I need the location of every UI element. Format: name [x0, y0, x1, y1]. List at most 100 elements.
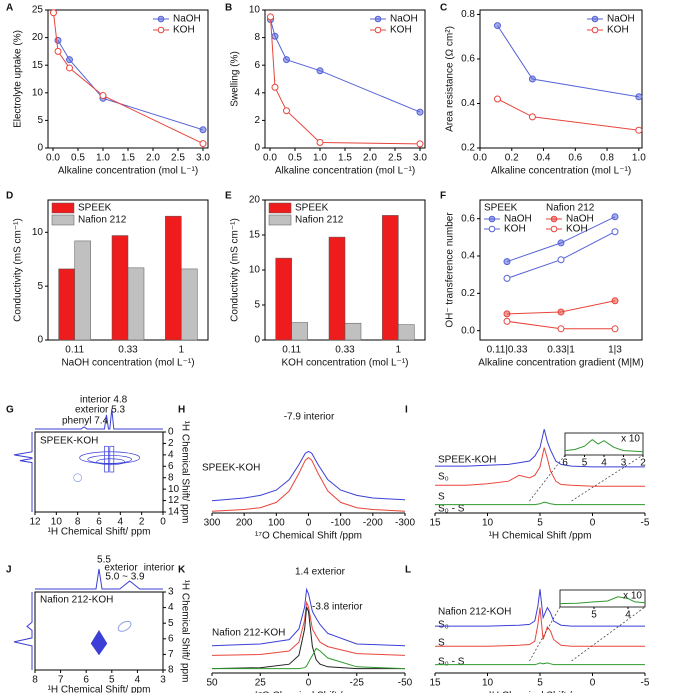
bar: [58, 268, 75, 341]
panel-label: L: [405, 565, 411, 576]
x-axis-label: ¹H Chemical Shift/ ppm: [48, 527, 151, 538]
y-tick-label: 20: [32, 32, 44, 43]
x-tick-label: 0.2: [505, 153, 519, 164]
inset-tick-label: 5: [582, 458, 588, 469]
projection-top: [35, 568, 163, 590]
x-tick-label: 0: [590, 678, 596, 689]
marker: [611, 213, 619, 221]
plot-frame: [479, 9, 643, 149]
marker: [503, 274, 511, 282]
x-tick-label: 1|3: [608, 345, 622, 356]
x-axis-label: Alkaline concentration (mol L⁻¹): [491, 166, 631, 177]
x-tick-label: 4: [135, 675, 141, 686]
legend-label: Nafion 212: [295, 215, 344, 226]
annotation: S: [438, 638, 445, 649]
x-tick-label: -5: [641, 678, 650, 689]
bar: [111, 235, 129, 341]
annotation: exterior 5.3: [75, 405, 125, 416]
x-tick-label: 10: [482, 678, 494, 689]
y-tick-label: 5: [254, 300, 260, 311]
y-tick-label: 25: [32, 5, 44, 16]
marker: [199, 126, 207, 134]
x-tick-label: 15: [429, 678, 441, 689]
inset-tick-label: 4: [625, 610, 631, 621]
marker: [271, 83, 279, 91]
x-tick-label: -5: [641, 518, 650, 529]
legend-label: NaOH: [566, 214, 594, 225]
panel-label: F: [440, 191, 446, 202]
y-tick-label: 0: [254, 143, 260, 154]
series-line: [506, 231, 616, 279]
y-tick-label: 12: [168, 495, 180, 506]
x-axis-label: ¹H Chemical Shift/ ppm: [48, 685, 151, 693]
x-tick-label: 3: [160, 675, 166, 686]
marker: [557, 325, 565, 333]
annotation: phenyl 7.4: [62, 416, 109, 427]
x-tick-label: 0.33|1: [547, 345, 575, 356]
x-tick-label: 0.4: [537, 153, 551, 164]
y-axis-label: Swelling (%): [230, 51, 241, 107]
series-line: [497, 98, 639, 131]
x-tick-label: 0: [306, 678, 312, 689]
marker: [66, 56, 73, 64]
legend-swatch: [268, 214, 292, 226]
marker: [199, 140, 207, 148]
panel-label: E: [225, 191, 232, 202]
bar: [328, 236, 346, 341]
inset-tick-label: 3: [621, 458, 627, 469]
legend-title: SPEEK: [484, 203, 518, 214]
contour: [117, 620, 132, 632]
annotation: interior 4.8: [80, 395, 128, 406]
y-tick-label: 5: [37, 281, 43, 292]
marker: [416, 140, 424, 148]
marker: [503, 310, 511, 318]
y-tick-label: 0: [168, 427, 174, 438]
x-tick-label: 0.0: [263, 153, 277, 164]
y-tick-label: 15: [32, 60, 44, 71]
y-tick-label: 5: [168, 618, 174, 629]
x-tick-label: 0: [160, 517, 166, 528]
panel-label: G: [6, 405, 14, 416]
y-axis-label: ¹H Chemical Shift/ ppm: [179, 421, 190, 524]
legend-marker: [374, 26, 382, 34]
plot-frame: [34, 591, 164, 671]
annotation: SPEEK-KOH: [40, 436, 98, 447]
panel-label: A: [6, 3, 13, 14]
y-axis-label: Area resistance (Ω cm²): [445, 26, 456, 132]
marker: [493, 95, 501, 103]
x-tick-label: 3.0: [413, 153, 427, 164]
legend-marker: [488, 215, 496, 223]
marker: [283, 107, 290, 115]
inset-tick-label: 5: [591, 610, 597, 621]
y-tick-label: 8: [168, 665, 174, 676]
y-tick-label: 0.0: [461, 325, 475, 336]
marker: [611, 297, 619, 305]
legend-label: NaOH: [504, 214, 532, 225]
x-tick-label: 0.33: [118, 345, 138, 356]
contour: [73, 473, 83, 483]
panel-label: B: [225, 3, 232, 14]
marker: [416, 108, 424, 116]
y-tick-label: 10: [32, 227, 44, 238]
legend-label: KOH: [390, 25, 412, 36]
x-tick-label: 0.0: [473, 153, 487, 164]
panel-label: I: [405, 405, 408, 416]
contour: [96, 458, 126, 466]
marker: [503, 317, 511, 325]
spectrum-line: [435, 429, 645, 468]
x-tick-label: 2.0: [146, 153, 160, 164]
y-tick-label: 8: [254, 32, 260, 43]
panel-label: H: [178, 405, 185, 416]
x-axis-label: Alkaline concentration gradient (M|M): [478, 358, 643, 369]
x-tick-label: -50: [398, 678, 413, 689]
y-tick-label: 8: [168, 472, 174, 483]
x-tick-label: 1: [396, 345, 402, 356]
legend-label: Nafion 212: [78, 215, 127, 226]
x-tick-label: 0.5: [71, 153, 85, 164]
panel-label: D: [6, 191, 13, 202]
y-tick-label: 3: [168, 587, 174, 598]
annotation: -3.8 interior: [312, 602, 363, 613]
x-tick-label: 0.11: [282, 345, 301, 356]
x-axis-label: ¹⁷O Chemical Shift /ppm: [255, 691, 362, 693]
